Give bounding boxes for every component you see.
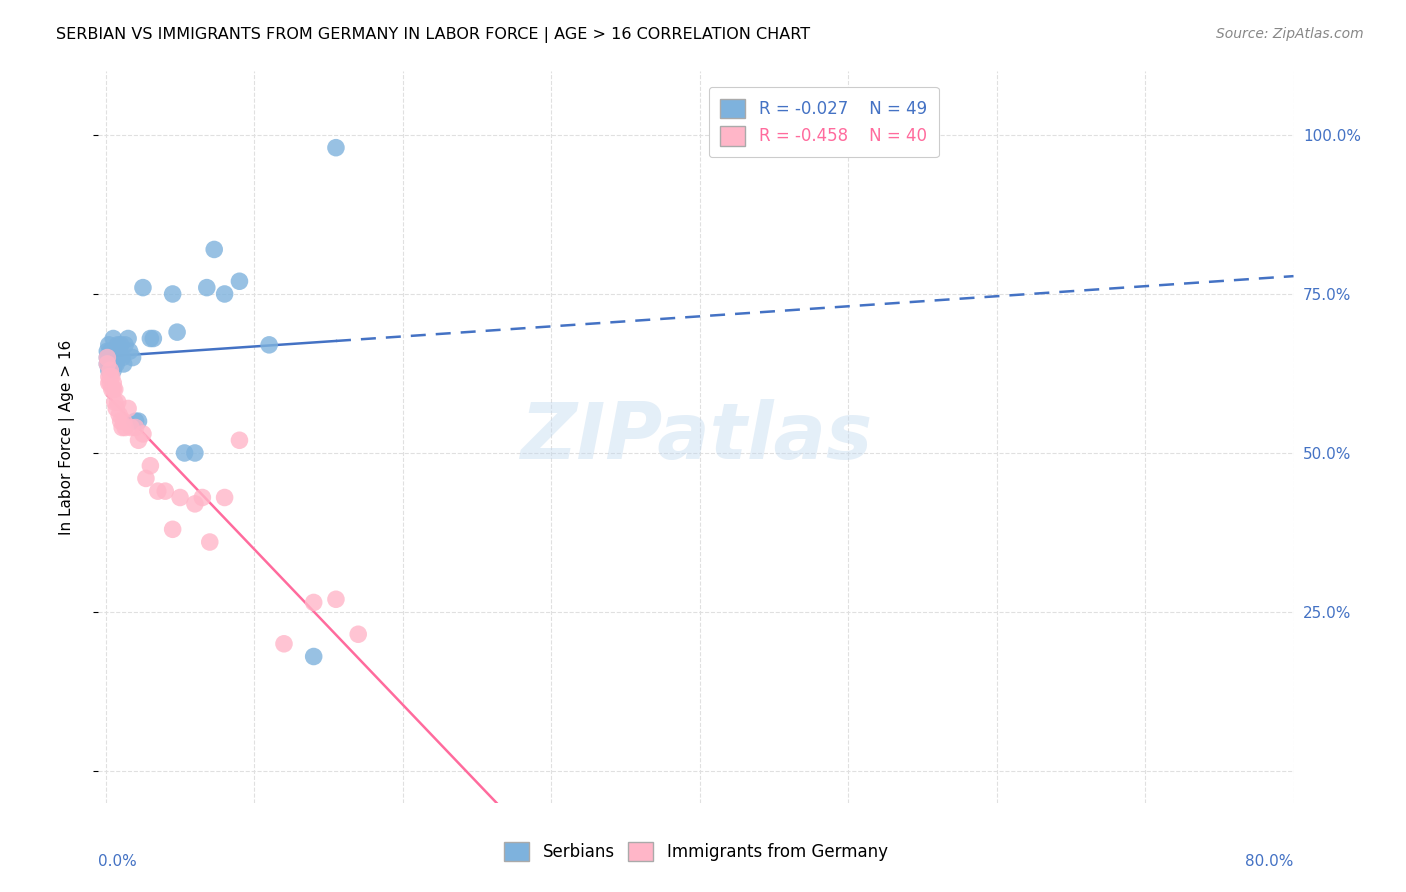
Point <box>214 287 236 301</box>
Point <box>132 426 155 441</box>
Point <box>112 357 135 371</box>
Point <box>120 420 142 434</box>
Point <box>103 331 125 345</box>
Point <box>184 446 207 460</box>
Point <box>107 351 129 365</box>
Point <box>162 522 184 536</box>
Point <box>96 351 118 365</box>
Point <box>111 420 134 434</box>
Point <box>97 351 120 365</box>
Text: Source: ZipAtlas.com: Source: ZipAtlas.com <box>1216 27 1364 41</box>
Point <box>117 401 139 416</box>
Point <box>101 383 124 397</box>
Point <box>347 627 370 641</box>
Point <box>97 338 120 352</box>
Point <box>110 414 132 428</box>
Legend: Serbians, Immigrants from Germany: Serbians, Immigrants from Germany <box>498 835 894 868</box>
Point <box>302 649 325 664</box>
Point <box>96 351 118 365</box>
Point <box>195 280 218 294</box>
Point <box>97 357 120 371</box>
Point <box>128 434 150 448</box>
Point <box>103 351 125 365</box>
Point <box>121 351 143 365</box>
Point <box>98 357 121 371</box>
Point <box>184 497 207 511</box>
Point <box>104 357 127 371</box>
Point <box>105 357 128 371</box>
Point <box>325 592 347 607</box>
Point <box>146 484 169 499</box>
Point <box>101 351 124 365</box>
Point <box>155 484 177 499</box>
Point <box>142 331 165 345</box>
Point <box>128 414 150 428</box>
Point <box>273 637 295 651</box>
Point <box>98 369 121 384</box>
Point <box>103 376 125 390</box>
Point <box>96 357 118 371</box>
Point <box>98 351 121 365</box>
Point <box>325 141 347 155</box>
Text: ZIPatlas: ZIPatlas <box>520 399 872 475</box>
Point <box>103 383 125 397</box>
Point <box>228 434 250 448</box>
Point <box>162 287 184 301</box>
Point <box>105 401 128 416</box>
Point <box>166 325 188 339</box>
Point <box>98 363 121 377</box>
Point <box>114 420 136 434</box>
Point <box>107 395 129 409</box>
Y-axis label: In Labor Force | Age > 16: In Labor Force | Age > 16 <box>59 340 75 534</box>
Point <box>96 344 118 359</box>
Point <box>214 491 236 505</box>
Point <box>302 595 325 609</box>
Point <box>98 376 121 390</box>
Point <box>202 243 225 257</box>
Point <box>118 344 141 359</box>
Point <box>228 274 250 288</box>
Point <box>111 351 134 365</box>
Point <box>108 344 131 359</box>
Point <box>107 338 129 352</box>
Point <box>173 446 195 460</box>
Point <box>132 280 155 294</box>
Text: 80.0%: 80.0% <box>1246 854 1294 869</box>
Text: SERBIAN VS IMMIGRANTS FROM GERMANY IN LABOR FORCE | AGE > 16 CORRELATION CHART: SERBIAN VS IMMIGRANTS FROM GERMANY IN LA… <box>56 27 810 43</box>
Point <box>98 351 121 365</box>
Point <box>117 331 139 345</box>
Point <box>105 344 128 359</box>
Point <box>101 344 124 359</box>
Point <box>103 357 125 371</box>
Point <box>97 363 120 377</box>
Point <box>101 369 124 384</box>
Point <box>108 408 131 422</box>
Point <box>257 338 280 352</box>
Text: 0.0%: 0.0% <box>98 854 138 869</box>
Point <box>96 357 118 371</box>
Point <box>124 414 146 428</box>
Point <box>135 471 157 485</box>
Point <box>103 363 125 377</box>
Point <box>110 338 132 352</box>
Point <box>97 369 120 384</box>
Point <box>169 491 191 505</box>
Point <box>101 357 124 371</box>
Point <box>112 414 135 428</box>
Point <box>104 383 127 397</box>
Point <box>139 331 162 345</box>
Point <box>114 338 136 352</box>
Point <box>191 491 214 505</box>
Point <box>104 395 127 409</box>
Point <box>104 344 127 359</box>
Point <box>124 420 146 434</box>
Point <box>97 376 120 390</box>
Point <box>98 344 121 359</box>
Point <box>104 351 127 365</box>
Point <box>198 535 221 549</box>
Point <box>139 458 162 473</box>
